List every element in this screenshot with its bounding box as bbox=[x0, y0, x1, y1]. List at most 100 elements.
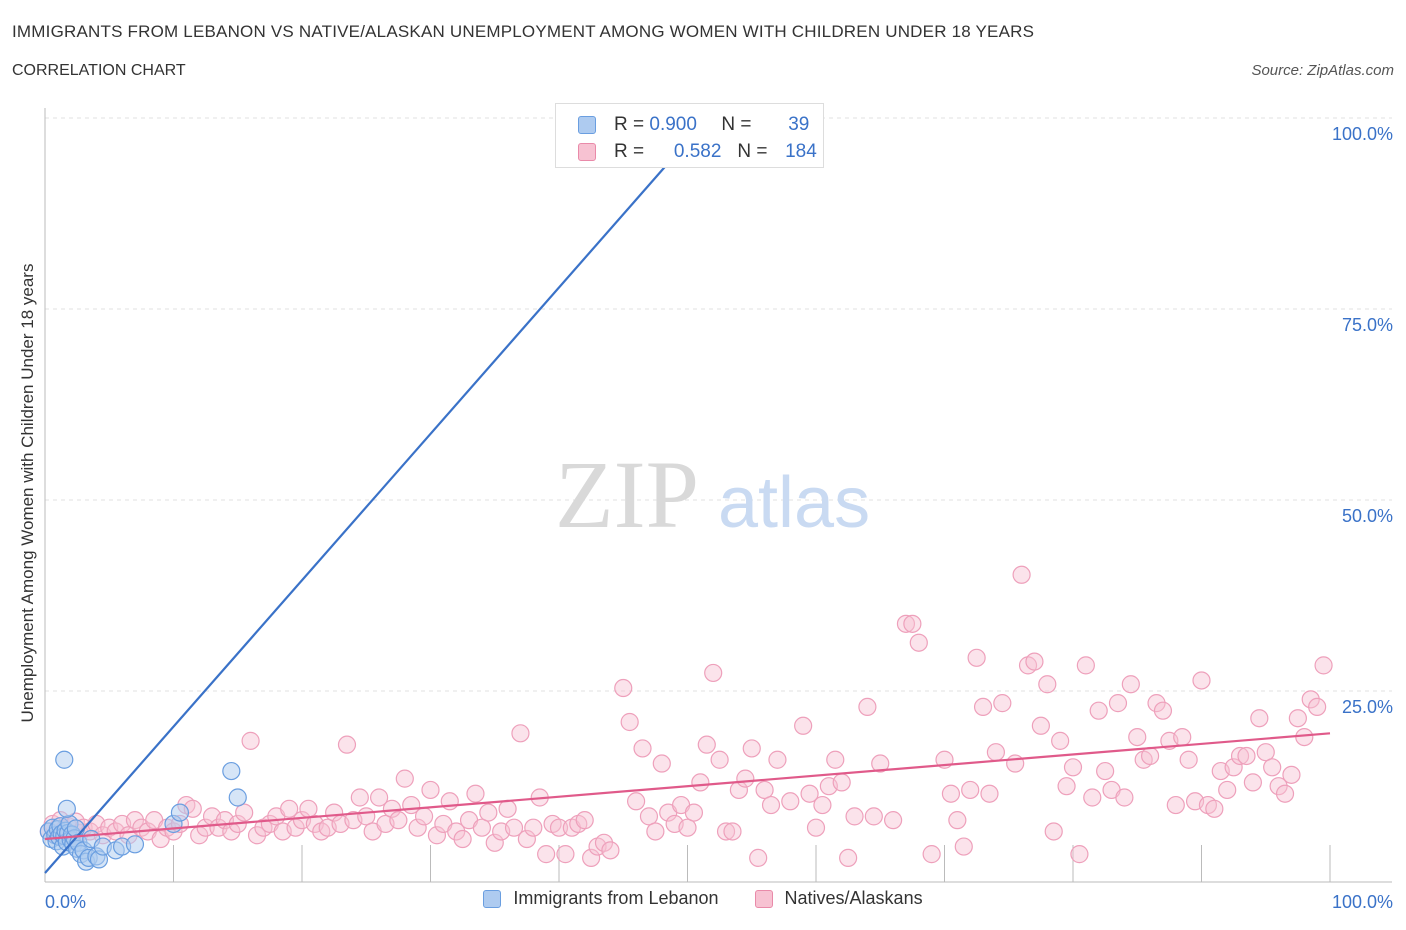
natives-point bbox=[633, 739, 652, 758]
natives-point bbox=[768, 750, 787, 769]
natives-point bbox=[427, 826, 447, 845]
natives-point bbox=[794, 716, 813, 735]
trend-lines bbox=[44, 155, 1331, 874]
natives-trend-line bbox=[44, 732, 1331, 841]
natives-point bbox=[736, 769, 755, 788]
natives-point bbox=[903, 614, 922, 633]
natives-point bbox=[896, 614, 916, 633]
natives-point bbox=[414, 807, 434, 826]
natives-point bbox=[498, 799, 517, 818]
natives-point bbox=[845, 807, 864, 826]
natives-point bbox=[1140, 746, 1160, 766]
natives-point bbox=[620, 712, 639, 732]
legend-row-natives: R = 0.582 N = 184 bbox=[578, 139, 817, 165]
natives-point bbox=[1237, 746, 1256, 766]
natives-point bbox=[761, 795, 781, 815]
natives-point bbox=[1308, 697, 1327, 717]
lebanon-point bbox=[228, 788, 247, 807]
natives-point bbox=[1314, 656, 1333, 675]
natives-point bbox=[678, 818, 697, 837]
natives-point bbox=[472, 818, 491, 837]
natives-point bbox=[858, 697, 877, 717]
natives-point bbox=[967, 648, 986, 667]
natives-point bbox=[594, 833, 614, 852]
y-tick-label: 25.0% bbox=[1342, 697, 1393, 717]
natives-point bbox=[1025, 652, 1044, 671]
natives-point bbox=[826, 750, 845, 769]
natives-point bbox=[800, 784, 819, 803]
natives-point bbox=[1038, 675, 1057, 694]
natives-point bbox=[556, 845, 575, 864]
natives-point bbox=[864, 807, 883, 826]
n-label: N = bbox=[737, 141, 768, 162]
natives-point bbox=[1295, 727, 1314, 747]
natives-point bbox=[524, 818, 543, 837]
tick-labels: 100.0% 75.0% 50.0% 25.0% 0.0% 100.0% bbox=[45, 124, 1393, 912]
natives-point bbox=[646, 822, 665, 841]
series-legend: Immigrants from Lebanon Natives/Alaskans bbox=[0, 888, 1406, 909]
natives-point bbox=[1051, 731, 1070, 750]
natives-point bbox=[479, 803, 498, 822]
natives-point bbox=[1250, 709, 1269, 728]
lebanon-trend-line bbox=[44, 155, 676, 874]
natives-point bbox=[1063, 758, 1083, 777]
legend-label-lebanon: Immigrants from Lebanon bbox=[513, 888, 719, 908]
natives-point bbox=[922, 845, 941, 864]
watermark: ZIP atlas bbox=[555, 441, 870, 548]
natives-point bbox=[749, 848, 768, 868]
natives-points bbox=[39, 565, 1333, 868]
natives-point bbox=[337, 735, 357, 754]
natives-point bbox=[1083, 788, 1102, 807]
natives-point bbox=[1192, 671, 1211, 690]
legend-item-natives: Natives/Alaskans bbox=[754, 888, 923, 909]
natives-point bbox=[1230, 746, 1250, 766]
natives-point bbox=[235, 803, 254, 822]
grid-lines bbox=[45, 117, 1392, 692]
chart-title: IMMIGRANTS FROM LEBANON VS NATIVE/ALASKA… bbox=[12, 22, 1035, 41]
natives-point bbox=[1173, 727, 1192, 747]
y-tick-label: 100.0% bbox=[1332, 124, 1393, 144]
n-value: 184 bbox=[785, 141, 817, 162]
natives-point bbox=[626, 792, 646, 811]
natives-point bbox=[395, 769, 414, 788]
natives-point bbox=[370, 788, 389, 807]
natives-point bbox=[716, 822, 736, 841]
natives-point bbox=[408, 818, 427, 837]
legend-label-natives: Natives/Alaskans bbox=[784, 888, 923, 908]
natives-point bbox=[1263, 758, 1282, 777]
natives-point bbox=[980, 784, 999, 803]
axes bbox=[44, 108, 1392, 883]
watermark-zip: ZIP bbox=[555, 441, 699, 548]
natives-point bbox=[614, 678, 633, 698]
r-label: R = bbox=[614, 141, 645, 162]
natives-point bbox=[742, 739, 761, 758]
y-tick-label: 50.0% bbox=[1342, 506, 1393, 526]
natives-point bbox=[948, 811, 967, 830]
r-value: 0.582 bbox=[673, 141, 722, 162]
natives-point bbox=[973, 697, 993, 717]
natives-point bbox=[1121, 675, 1140, 694]
natives-point bbox=[1205, 799, 1224, 818]
lebanon-point bbox=[57, 799, 76, 818]
natives-point bbox=[421, 780, 440, 800]
natives-point bbox=[704, 663, 723, 683]
natives-point bbox=[511, 724, 530, 743]
natives-point bbox=[806, 818, 826, 837]
natives-point bbox=[941, 784, 961, 803]
natives-point bbox=[1288, 709, 1307, 728]
natives-point bbox=[1256, 743, 1275, 762]
natives-point bbox=[1166, 795, 1185, 815]
natives-point bbox=[517, 829, 536, 849]
r-label: R = bbox=[614, 114, 645, 135]
natives-point bbox=[691, 773, 710, 792]
natives-point bbox=[504, 818, 524, 837]
natives-point bbox=[453, 829, 472, 849]
natives-point bbox=[1076, 656, 1095, 675]
natives-point bbox=[755, 780, 774, 800]
natives-point bbox=[1115, 788, 1134, 807]
n-value: 39 bbox=[788, 114, 810, 135]
natives-point bbox=[723, 822, 742, 841]
natives-point bbox=[575, 811, 594, 830]
natives-point bbox=[1269, 777, 1288, 796]
